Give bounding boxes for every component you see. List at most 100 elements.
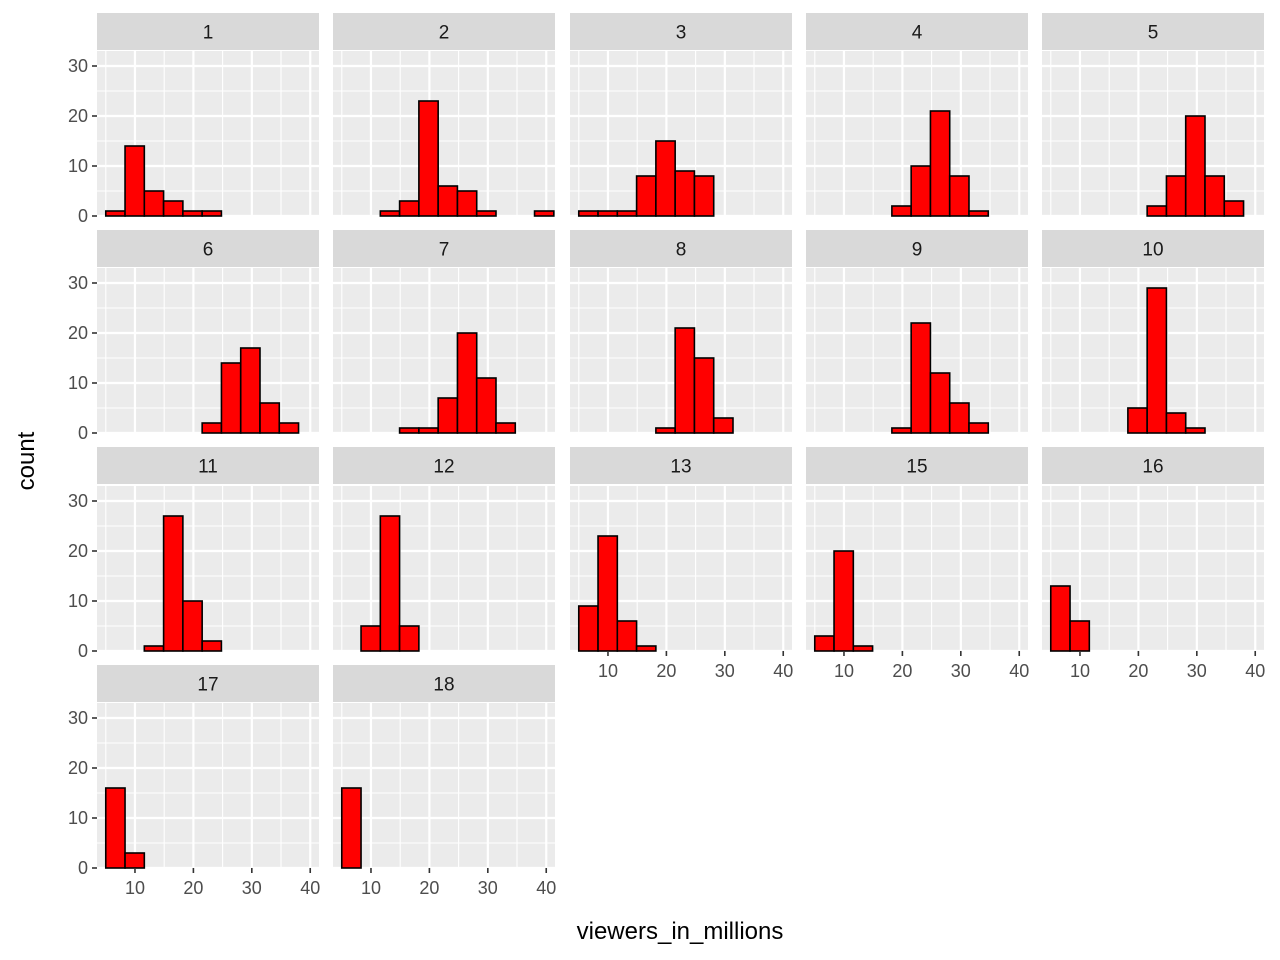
histogram-bar <box>475 377 497 434</box>
histogram-bar <box>577 605 599 652</box>
facet-strip <box>333 13 555 50</box>
y-tick-label: 20 <box>68 323 88 343</box>
histogram-bar <box>1184 115 1206 217</box>
histogram-bar <box>104 787 126 869</box>
histogram-bar <box>1127 407 1148 434</box>
y-axis-title: count <box>13 431 40 490</box>
facet-strip-label: 17 <box>197 675 218 696</box>
histogram-bar <box>910 165 932 217</box>
histogram-bar <box>852 645 874 652</box>
y-tick-label: 20 <box>68 541 88 561</box>
facet-strip-label: 15 <box>906 457 927 478</box>
y-tick-label: 0 <box>78 206 88 226</box>
facet-strip <box>333 447 555 484</box>
histogram-bar <box>182 600 203 652</box>
histogram-bar <box>259 402 281 434</box>
facet-panel-7: 7 <box>333 230 555 435</box>
histogram-bar <box>418 100 439 217</box>
facet-strip <box>333 230 555 267</box>
histogram-bar <box>360 625 382 652</box>
histogram-bar <box>655 427 676 434</box>
histogram-bar <box>143 645 165 652</box>
y-tick-label: 10 <box>68 373 88 393</box>
y-tick-label: 30 <box>68 708 88 728</box>
histogram-bar <box>201 640 223 652</box>
x-tick-label: 10 <box>598 661 618 681</box>
histogram-bar <box>891 205 912 217</box>
histogram-bar <box>379 515 401 652</box>
histogram-bar <box>533 210 555 217</box>
facet-strip-label: 3 <box>676 23 687 44</box>
histogram-bar <box>340 787 362 869</box>
histogram-bar <box>418 427 439 434</box>
x-tick-label: 30 <box>478 878 498 898</box>
facet-strip-label: 9 <box>912 240 923 261</box>
histogram-bar <box>635 645 657 652</box>
facet-strip <box>806 13 1028 50</box>
histogram-bar <box>616 620 638 652</box>
x-tick-label: 10 <box>361 878 381 898</box>
facet-strip-label: 18 <box>433 675 454 696</box>
x-tick-label: 40 <box>1245 661 1265 681</box>
facet-strip <box>1042 447 1264 484</box>
histogram-bar <box>1146 287 1168 434</box>
histogram-bar <box>124 145 146 217</box>
facet-strip <box>806 230 1028 267</box>
histogram-bar <box>379 210 401 217</box>
histogram-bar <box>182 210 203 217</box>
y-tick-label: 10 <box>68 808 88 828</box>
y-tick-label: 10 <box>68 156 88 176</box>
histogram-bar <box>220 362 242 434</box>
facet-strip <box>1042 13 1264 50</box>
y-tick-label: 20 <box>68 758 88 778</box>
x-tick-label: 30 <box>951 661 971 681</box>
histogram-bar <box>948 402 970 434</box>
x-tick-label: 20 <box>419 878 439 898</box>
histogram-bar <box>143 190 165 217</box>
facet-panel-10: 10 <box>1042 230 1264 435</box>
x-tick-label: 10 <box>125 878 145 898</box>
facet-strip <box>570 447 792 484</box>
histogram-bar <box>398 200 420 217</box>
facet-strip <box>97 447 319 484</box>
histogram-bar <box>475 210 497 217</box>
facet-strip-label: 2 <box>439 23 450 44</box>
x-tick-label: 10 <box>1070 661 1090 681</box>
facet-strip-label: 13 <box>670 457 691 478</box>
x-tick-label: 30 <box>1187 661 1207 681</box>
facet-strip <box>1042 230 1264 267</box>
y-tick-label: 0 <box>78 858 88 878</box>
x-tick-label: 20 <box>183 878 203 898</box>
histogram-bar <box>635 175 657 217</box>
x-tick-label: 30 <box>715 661 735 681</box>
histogram-bar <box>239 347 261 434</box>
histogram-bar <box>693 357 715 434</box>
x-tick-label: 10 <box>834 661 854 681</box>
y-tick-label: 20 <box>68 106 88 126</box>
histogram-bar <box>1204 175 1226 217</box>
y-tick-label: 0 <box>78 641 88 661</box>
facet-strip-label: 12 <box>433 457 454 478</box>
facet-panel-18: 18 10 20 30 40 <box>333 665 556 898</box>
histogram-bar <box>674 327 696 434</box>
histogram-bar <box>104 210 126 217</box>
facet-strip-label: 16 <box>1142 457 1163 478</box>
facet-strip <box>570 13 792 50</box>
facet-strip-label: 6 <box>203 240 214 261</box>
x-tick-label: 40 <box>300 878 320 898</box>
facet-strip <box>97 230 319 267</box>
y-tick-label: 30 <box>68 56 88 76</box>
histogram-bar <box>398 427 420 434</box>
histogram-bar <box>813 635 835 652</box>
facet-strip-label: 8 <box>676 240 687 261</box>
histogram-bar <box>948 175 970 217</box>
histogram-bar <box>833 550 855 652</box>
histogram-bar <box>162 200 184 217</box>
x-tick-label: 20 <box>1128 661 1148 681</box>
facet-strip-label: 4 <box>912 23 923 44</box>
facet-panel-16: 16 10 20 30 40 <box>1042 447 1265 681</box>
histogram-bar <box>655 140 676 217</box>
histogram-bar <box>910 322 932 434</box>
histogram-bar <box>1184 427 1206 434</box>
